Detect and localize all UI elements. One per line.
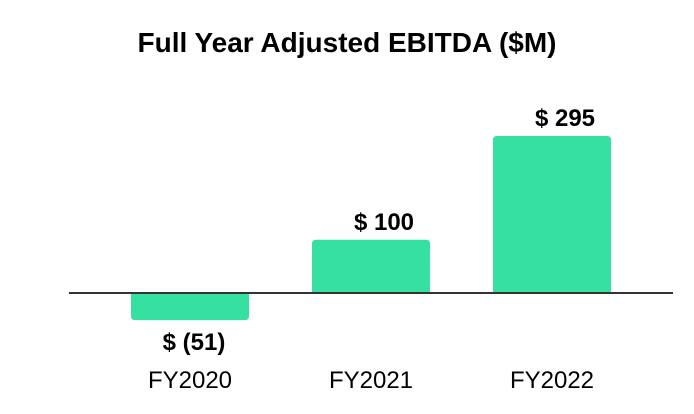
bar-fy2020	[131, 293, 249, 321]
bar-fy2022	[493, 136, 611, 293]
category-label-fy2020: FY2020	[148, 367, 232, 394]
chart-title: Full Year Adjusted EBITDA ($M)	[137, 27, 556, 58]
bar-fy2021	[312, 239, 430, 293]
value-label-fy2022: $ 295	[535, 105, 595, 132]
category-label-group: FY2020 FY2021 FY2022	[148, 367, 594, 394]
category-label-fy2021: FY2021	[329, 367, 413, 394]
value-label-fy2021: $ 100	[354, 209, 414, 236]
value-label-fy2020: $ (51)	[163, 329, 226, 356]
category-label-fy2022: FY2022	[510, 367, 594, 394]
value-label-group: $ (51) $ 100 $ 295	[163, 105, 595, 356]
bar-group	[131, 136, 611, 321]
